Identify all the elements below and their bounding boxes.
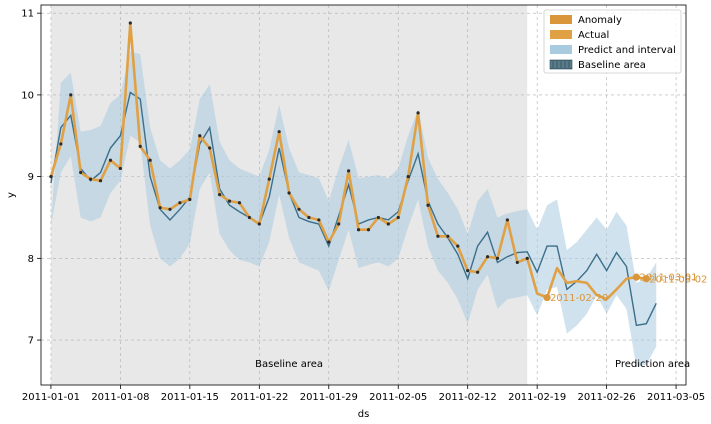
actual-point [208,146,212,150]
x-tick-label: 2011-02-19 [508,392,566,403]
x-tick-label: 2011-01-01 [22,392,80,403]
x-tick-label: 2011-02-26 [578,392,636,403]
actual-point [128,21,132,25]
actual-point [515,260,519,265]
actual-point [416,111,420,115]
prediction-area-label: Prediction area [615,359,690,370]
x-tick-label: 2011-03-05 [647,392,705,403]
actual-point [317,218,321,222]
legend-label: Predict and interval [578,45,676,56]
x-tick-label: 2011-01-08 [91,392,149,403]
actual-point [287,191,291,195]
actual-point [49,175,53,179]
actual-point [485,255,490,259]
actual-point [386,222,390,226]
x-tick-label: 2011-01-15 [161,392,219,403]
legend-swatch-baseline [549,59,573,70]
actual-point [218,192,222,197]
actual-point [237,201,242,205]
x-axis-label: ds [358,409,370,420]
actual-point [59,142,63,146]
actual-point [69,93,73,97]
actual-point [456,244,460,248]
actual-point [297,207,301,211]
actual-point [118,166,122,171]
actual-point [198,134,202,138]
actual-point [148,158,152,162]
actual-point [79,170,83,175]
legend-swatch-predict [550,45,572,54]
actual-point [247,215,251,220]
actual-point [446,234,450,238]
actual-point [337,222,341,226]
anomaly-label: 2011-03-01 [639,273,697,284]
actual-point [227,199,232,203]
legend-label: Baseline area [578,60,646,71]
actual-point [108,158,113,162]
actual-point [505,218,509,222]
legend-swatch-actual [550,30,572,39]
anomaly-label: 2011-02-20 [550,293,608,304]
actual-point [267,177,271,181]
legend-swatch-anomaly [550,15,572,24]
actual-point [307,215,311,220]
actual-point [158,206,162,210]
actual-point [396,215,400,220]
legend-label: Actual [578,30,609,41]
actual-point [168,207,172,211]
actual-point [89,177,93,181]
actual-point [188,197,192,202]
y-tick-label: 9 [28,172,34,183]
y-tick-label: 11 [21,9,34,20]
actual-point [98,179,103,183]
actual-point [366,228,371,232]
actual-point [178,201,182,205]
anomaly-point [642,275,650,283]
plot-frame [40,4,687,386]
anomaly-point [632,273,640,281]
actual-point [436,234,440,238]
y-tick-label: 10 [21,90,34,101]
baseline-area-label: Baseline area [255,359,323,370]
actual-point [476,270,480,274]
actual-point [406,175,410,179]
actual-point [277,130,281,134]
x-tick-label: 2011-02-05 [369,392,427,403]
y-axis-label: y [6,192,17,198]
y-tick-label: 8 [28,254,34,265]
actual-point [466,268,470,273]
actual-point [426,203,430,207]
y-tick-label: 7 [28,336,34,347]
legend-box [543,9,682,74]
x-tick-label: 2011-01-29 [300,392,358,403]
actual-point [495,256,500,260]
anomaly-point [543,293,551,302]
legend-label: Anomaly [578,15,622,26]
actual-point [525,256,529,260]
actual-point [356,228,361,232]
x-tick-label: 2011-01-22 [230,392,288,403]
actual-point [376,215,380,220]
actual-point [257,222,261,226]
actual-point [327,240,331,244]
anomaly-label: 2011-03-02 [649,274,707,285]
prediction-interval-band [50,51,657,368]
actual-point [347,169,351,173]
actual-point [138,144,142,148]
x-tick-label: 2011-02-12 [439,392,497,403]
